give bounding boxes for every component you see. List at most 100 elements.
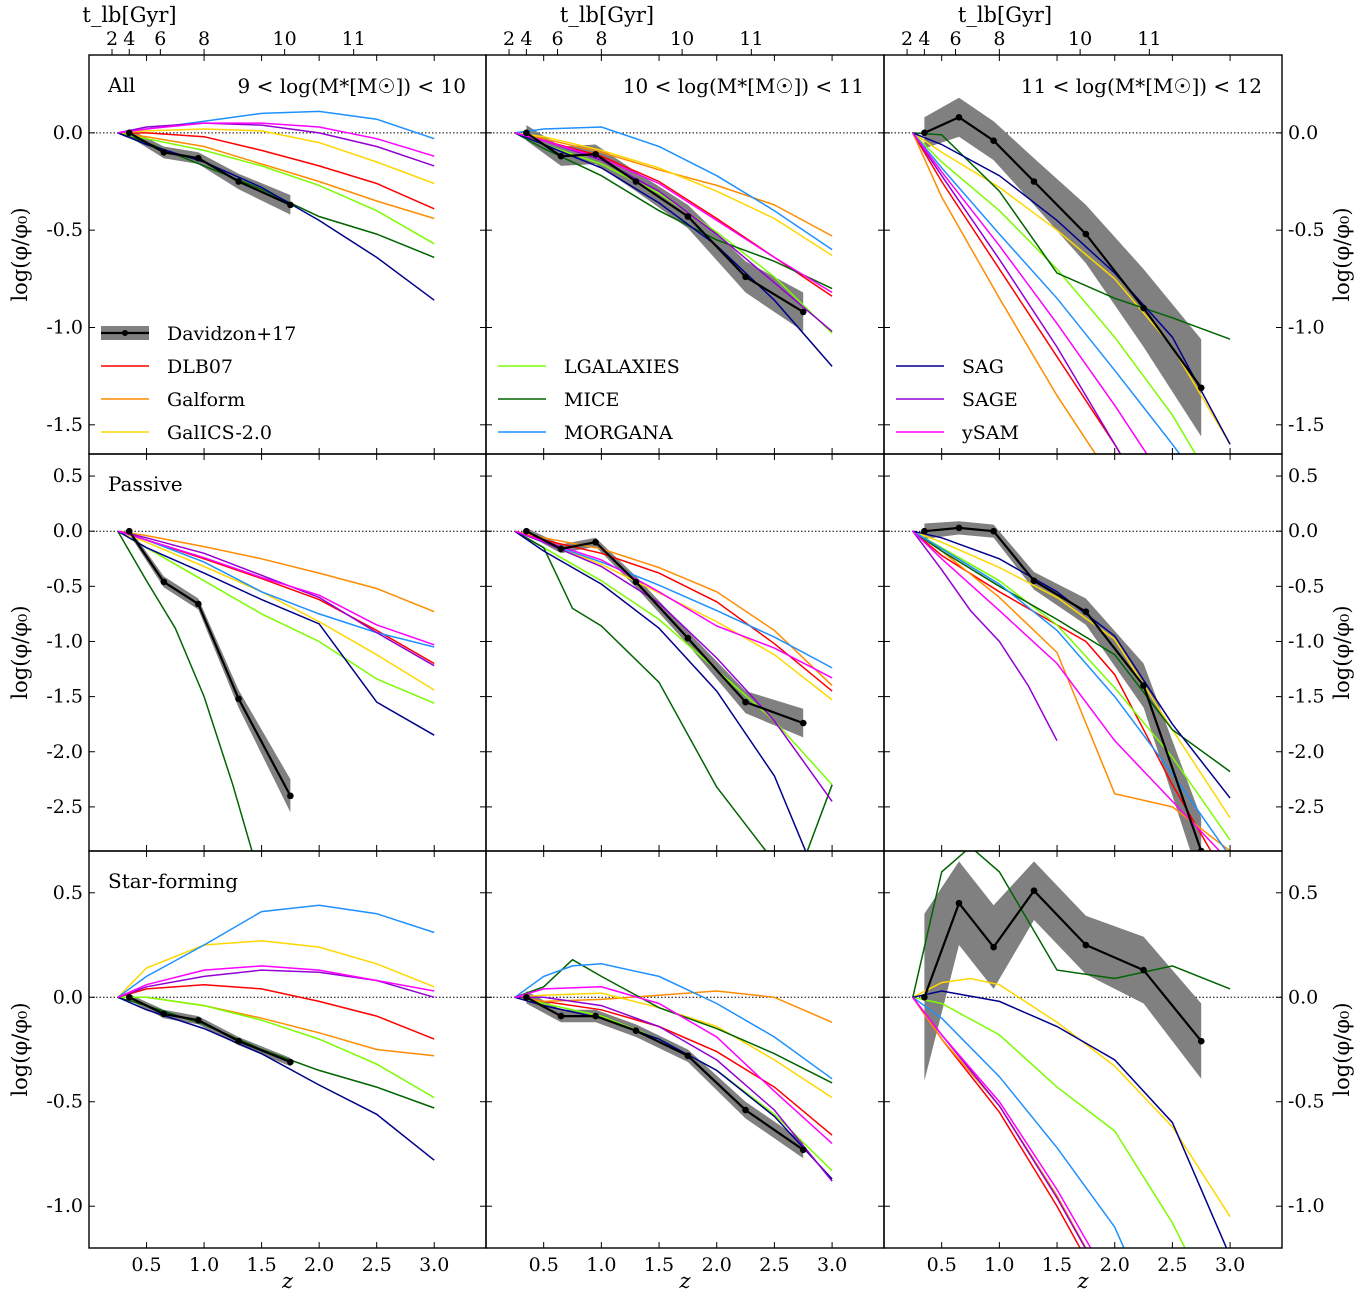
series-dlb07 xyxy=(117,983,435,1040)
y-tick-label: 0.0 xyxy=(1288,986,1318,1008)
series-sage xyxy=(117,530,435,667)
x-tick-label: 2.5 xyxy=(1157,1254,1187,1276)
davidzon-point xyxy=(921,527,928,535)
y-axis-title: log(φ/φ₀) xyxy=(8,605,32,699)
x-tick-label: 0.5 xyxy=(131,1254,161,1276)
davidzon-point xyxy=(235,1037,242,1045)
series-dlb07 xyxy=(912,530,1212,851)
series-dlb07 xyxy=(912,132,1122,454)
series-lgalaxies xyxy=(912,132,1197,454)
y-tick-label: -1.5 xyxy=(46,686,83,708)
davidzon-point xyxy=(742,698,749,706)
top-tick-label: 6 xyxy=(949,28,961,50)
davidzon-point xyxy=(592,538,599,546)
y-tick-label: 0.0 xyxy=(1288,520,1318,542)
davidzon-point xyxy=(1197,384,1205,392)
top-tick-label: 6 xyxy=(154,28,166,50)
series-ysam xyxy=(514,530,833,679)
series-galics-2-0 xyxy=(912,977,1231,1218)
legend-swatch-point xyxy=(122,330,128,336)
davidzon-point xyxy=(632,1027,640,1034)
davidzon-point xyxy=(287,1058,294,1066)
series-mice xyxy=(514,132,833,290)
series-sage xyxy=(912,132,1122,454)
legend-label: Galform xyxy=(167,389,245,411)
panel-all-1 xyxy=(89,110,486,301)
top-tick-label: 6 xyxy=(551,28,563,50)
davidzon-error-band xyxy=(129,129,291,215)
davidzon-point xyxy=(1082,941,1090,949)
davidzon-error-band xyxy=(924,97,1202,437)
y-tick-label: 0.0 xyxy=(53,520,83,542)
series-galics-2-0 xyxy=(117,128,435,185)
davidzon-point xyxy=(921,129,928,137)
y-tick-label: 0.5 xyxy=(1288,882,1318,904)
y-tick-label: -0.5 xyxy=(46,1091,83,1113)
davidzon-point xyxy=(1082,230,1090,238)
series-mice xyxy=(912,530,1231,773)
davidzon-point xyxy=(990,943,997,951)
davidzon-point xyxy=(1197,847,1205,851)
series-sage xyxy=(514,530,833,802)
series-morgana xyxy=(912,996,1125,1248)
y-tick-label: -1.5 xyxy=(1288,414,1325,436)
davidzon-error-band xyxy=(924,861,1202,1081)
davidzon-point xyxy=(557,1012,565,1020)
top-tick-label: 10 xyxy=(670,28,694,50)
y-tick-label: 0.0 xyxy=(53,986,83,1008)
davidzon-point xyxy=(235,178,242,185)
x-tick-label: 1.0 xyxy=(586,1254,616,1276)
davidzon-point xyxy=(684,634,692,642)
x-tick-label: 1.0 xyxy=(984,1254,1014,1276)
x-axis-title: z xyxy=(1076,1269,1089,1293)
panel-passive-2 xyxy=(486,527,884,851)
davidzon-point xyxy=(523,993,530,1001)
series-dlb07 xyxy=(514,530,833,692)
top-tick-label: 10 xyxy=(1068,28,1092,50)
x-tick-label: 1.5 xyxy=(246,1254,276,1276)
y-axis-title: log(φ/φ₀) xyxy=(1330,207,1354,301)
davidzon-point xyxy=(955,113,963,121)
top-tick-label: 2 xyxy=(503,28,515,50)
x-tick-label: 3.0 xyxy=(419,1254,449,1276)
series-ysam xyxy=(117,122,435,157)
x-tick-label: 1.0 xyxy=(189,1254,219,1276)
series-sag xyxy=(912,990,1228,1248)
series-galform xyxy=(117,530,435,613)
series-galics-2-0 xyxy=(514,132,833,257)
legend-label: MORGANA xyxy=(564,422,673,444)
row-label: Star-forming xyxy=(108,869,238,893)
series-sag xyxy=(514,530,807,851)
y-axis-title: log(φ/φ₀) xyxy=(8,207,32,301)
davidzon-error-band xyxy=(129,527,291,813)
series-sage xyxy=(514,996,833,1182)
davidzon-point xyxy=(195,154,202,162)
row-label: Passive xyxy=(108,472,183,496)
x-tick-label: 1.5 xyxy=(1042,1254,1072,1276)
series-morgana xyxy=(912,530,1228,851)
x-axis-title: z xyxy=(678,1269,691,1293)
panel-star-forming-1 xyxy=(89,904,486,1161)
y-tick-label: 0.5 xyxy=(53,882,83,904)
x-axis-title: z xyxy=(281,1269,294,1293)
series-galform xyxy=(117,132,435,220)
davidzon-point xyxy=(523,129,530,137)
davidzon-point xyxy=(287,792,294,800)
davidzon-point xyxy=(1140,304,1147,312)
davidzon-point xyxy=(684,213,692,220)
panel-all-3 xyxy=(884,97,1282,454)
panel-passive-1 xyxy=(89,527,486,851)
y-tick-label: -1.5 xyxy=(46,414,83,436)
davidzon-point xyxy=(955,899,963,907)
series-davidzon-17 xyxy=(924,526,1203,851)
legend-label: Davidzon+17 xyxy=(167,323,296,345)
y-tick-label: -2.0 xyxy=(46,741,83,763)
x-tick-label: 3.0 xyxy=(817,1254,847,1276)
panel-frame xyxy=(88,850,487,1249)
series-galform xyxy=(514,990,833,1023)
series-lgalaxies xyxy=(912,530,1231,841)
davidzon-point xyxy=(632,578,640,586)
x-tick-label: 1.5 xyxy=(644,1254,674,1276)
davidzon-point xyxy=(1030,887,1038,894)
